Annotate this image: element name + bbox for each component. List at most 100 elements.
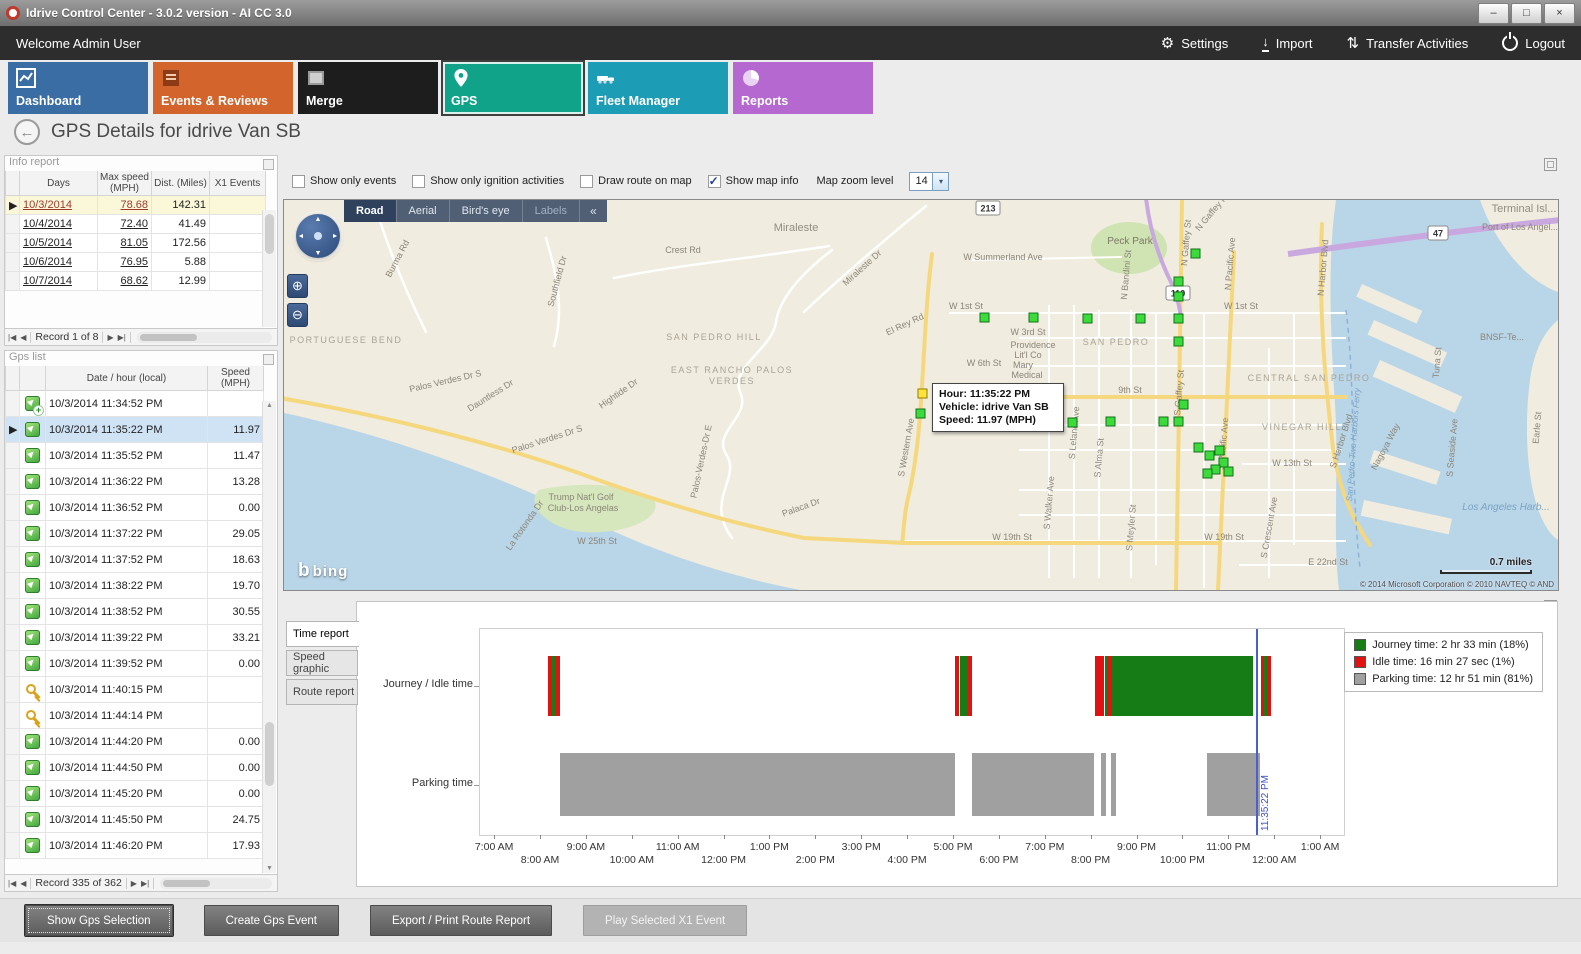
days-link[interactable]: 10/3/2014 (19, 195, 98, 215)
gps-list-scrollbar[interactable]: ▲ ▼ (262, 401, 276, 873)
tab-route-report[interactable]: Route report (286, 679, 358, 705)
gps-marker[interactable] (1135, 313, 1146, 324)
table-row[interactable]: 10/6/2014 76.95 5.88 (5, 252, 266, 272)
column-header[interactable]: Max speed (MPH) (97, 171, 152, 196)
gps-list-collapse-icon[interactable] (263, 354, 274, 365)
module-tile-reports[interactable]: Reports (733, 62, 873, 114)
zoom-out-button[interactable]: ⊖ (287, 303, 308, 327)
pager-last-button[interactable]: ▶| (140, 878, 150, 888)
checkbox-show-map-info[interactable]: Show map info (707, 174, 798, 188)
back-button[interactable]: ← (14, 119, 40, 145)
gps-marker[interactable] (915, 408, 926, 419)
gps-marker[interactable] (1204, 450, 1215, 461)
pager-first-button[interactable]: |◀ (8, 878, 17, 888)
chevron-down-icon[interactable]: ▾ (932, 172, 949, 190)
table-row[interactable]: 10/4/2014 72.40 41.49 (5, 214, 266, 234)
gps-marker[interactable] (1190, 248, 1201, 259)
gps-marker[interactable] (1202, 468, 1213, 479)
days-link[interactable]: 10/5/2014 (19, 233, 98, 253)
max-speed-link[interactable]: 76.95 (97, 252, 152, 272)
scrollbar-thumb[interactable] (139, 333, 197, 341)
gps-marker-selected[interactable] (917, 388, 928, 399)
tab-speed-graphic[interactable]: Speed graphic (286, 650, 358, 676)
pager-next-button[interactable]: ▶ (107, 332, 114, 342)
map-panel-collapse-button[interactable] (1544, 158, 1557, 171)
gps-marker[interactable] (1028, 312, 1039, 323)
scroll-down-icon[interactable]: ▼ (266, 865, 273, 872)
minimize-button[interactable]: – (1478, 2, 1509, 24)
gps-marker[interactable] (1158, 416, 1169, 427)
checkbox-draw-route-on-map[interactable]: Draw route on map (580, 174, 692, 188)
horizontal-scrollbar[interactable] (136, 331, 272, 343)
checkbox-box[interactable] (707, 174, 721, 188)
map-style-bird-s-eye[interactable]: Bird's eye (448, 200, 522, 222)
module-tile-dashboard[interactable]: Dashboard (8, 62, 148, 114)
scrollbar-thumb[interactable] (163, 879, 211, 887)
maximize-button[interactable]: □ (1511, 2, 1542, 24)
days-link[interactable]: 10/4/2014 (19, 214, 98, 234)
list-item[interactable]: 10/3/2014 11:44:14 PM (5, 702, 264, 729)
gps-marker[interactable] (1173, 416, 1184, 427)
gps-marker[interactable] (1223, 466, 1234, 477)
list-item[interactable]: 10/3/2014 11:39:52 PM0.00 (5, 650, 264, 677)
gps-marker[interactable] (1173, 276, 1184, 287)
map-style-collapse-button[interactable]: « (579, 200, 607, 222)
max-speed-link[interactable]: 68.62 (97, 271, 152, 291)
horizontal-scrollbar[interactable] (160, 877, 272, 889)
map-style-aerial[interactable]: Aerial (395, 200, 449, 222)
list-item[interactable]: 10/3/2014 11:34:52 PM (5, 390, 264, 417)
module-tile-gps[interactable]: GPS (443, 62, 583, 114)
map-style-labels[interactable]: Labels (521, 200, 579, 222)
module-tile-merge[interactable]: Merge (298, 62, 438, 114)
module-tile-fleet-manager[interactable]: Fleet Manager (588, 62, 728, 114)
tab-time-report[interactable]: Time report (286, 621, 359, 647)
checkbox-box[interactable] (412, 174, 426, 188)
map-zoom-select[interactable]: 14 ▾ (909, 171, 950, 191)
pan-right-icon[interactable]: ▲ (331, 232, 339, 240)
max-speed-link[interactable]: 78.68 (97, 195, 152, 215)
logout-button[interactable]: Logout (1502, 35, 1565, 51)
zoom-in-button[interactable]: ⊕ (287, 274, 308, 298)
map-container[interactable]: Miraleste Peck Park W Summerland Ave Crest … (283, 199, 1559, 591)
checkbox-box[interactable] (580, 174, 594, 188)
gps-marker[interactable] (979, 312, 990, 323)
max-speed-link[interactable]: 72.40 (97, 214, 152, 234)
column-header[interactable]: Days (19, 171, 98, 196)
map-compass[interactable]: ▲ ▲ ▲ ▲ (296, 214, 340, 258)
timeline-plot[interactable]: 11:35:22 PM (474, 628, 1345, 836)
column-header[interactable]: Speed (MPH) (207, 366, 264, 391)
table-row[interactable]: 10/5/2014 81.05 172.56 (5, 233, 266, 253)
map-canvas[interactable]: Miraleste Peck Park W Summerland Ave Crest … (284, 200, 1558, 590)
gps-marker[interactable] (1105, 416, 1116, 427)
column-header[interactable]: Dist. (Miles) (151, 171, 210, 196)
module-tile-events-reviews[interactable]: Events & Reviews (153, 62, 293, 114)
gps-marker[interactable] (1178, 399, 1189, 410)
gps-marker[interactable] (1067, 417, 1078, 428)
pager-prev-button[interactable]: ◀ (20, 878, 27, 888)
checkbox-show-only-events[interactable]: Show only events (292, 174, 396, 188)
import-button[interactable]: ↓ Import (1262, 34, 1313, 52)
show-gps-selection-button[interactable]: Show Gps Selection (25, 905, 173, 936)
settings-button[interactable]: ⚙ Settings (1161, 36, 1228, 51)
pan-up-icon[interactable]: ▲ (314, 216, 322, 223)
export-print-route-report-button[interactable]: Export / Print Route Report (369, 905, 553, 936)
close-button[interactable]: × (1544, 2, 1575, 24)
column-header[interactable]: X1 Events (209, 171, 266, 196)
checkbox-box[interactable] (292, 174, 305, 188)
pan-down-icon[interactable]: ▲ (314, 249, 322, 256)
days-link[interactable]: 10/6/2014 (19, 252, 98, 272)
list-item[interactable]: 10/3/2014 11:44:50 PM0.00 (5, 754, 264, 781)
pan-left-icon[interactable]: ▲ (297, 232, 305, 240)
days-link[interactable]: 10/7/2014 (19, 271, 98, 291)
list-item[interactable]: 10/3/2014 11:40:15 PM (5, 676, 264, 703)
column-header[interactable]: Date / hour (local) (45, 366, 208, 391)
scroll-up-icon[interactable]: ▲ (266, 402, 273, 409)
